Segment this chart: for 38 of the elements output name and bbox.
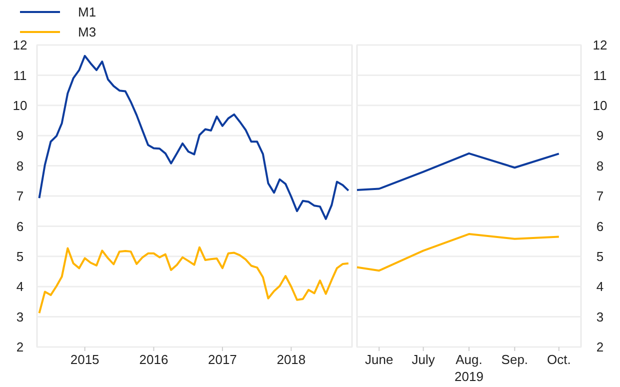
legend-label: M1 [78,4,96,20]
y-tick-label: 3 [16,309,24,324]
x-axis-title: 2019 [454,369,484,384]
y-tick-label: 9 [596,128,604,144]
line-series [356,152,560,191]
y-tick-label: 6 [596,218,604,234]
y-tick-label: 2 [16,340,24,355]
y-tick-label: 11 [593,68,607,83]
y-tick-label: 12 [592,38,608,53]
x-tick-label: July [412,352,436,367]
y-tick-label: 6 [16,218,24,234]
line-series [356,233,560,272]
y-tick-label: 12 [12,38,28,53]
x-tick-label: 2018 [276,352,306,367]
y-tick-label: 5 [16,248,24,264]
y-tick-label: 5 [596,248,604,264]
y-tick-label: 7 [16,188,24,204]
x-tick-label: Oct. [546,352,571,367]
x-tick-label: Aug. [456,352,482,367]
y-tick-label: 9 [16,128,24,144]
y-tick-label: 3 [596,309,604,324]
y-tick-label: 10 [592,98,608,113]
x-tick-label: 2016 [139,352,168,367]
y-tick-label: 4 [596,279,604,294]
y-tick-label: 10 [12,98,28,113]
y-tick-label: 4 [16,279,24,294]
y-tick-label: 8 [596,158,604,174]
line-series [38,246,350,314]
x-tick-label: June [365,352,394,367]
line-series [38,54,350,220]
y-tick-label: 2 [596,340,604,355]
x-tick-label: Sep. [501,352,528,367]
x-tick-label: 2017 [208,352,237,367]
y-tick-label: 8 [16,158,24,174]
y-tick-label: 7 [596,188,604,204]
x-tick-label: 2015 [70,352,100,367]
legend-label: M3 [78,24,96,40]
y-tick-label: 11 [13,68,27,83]
